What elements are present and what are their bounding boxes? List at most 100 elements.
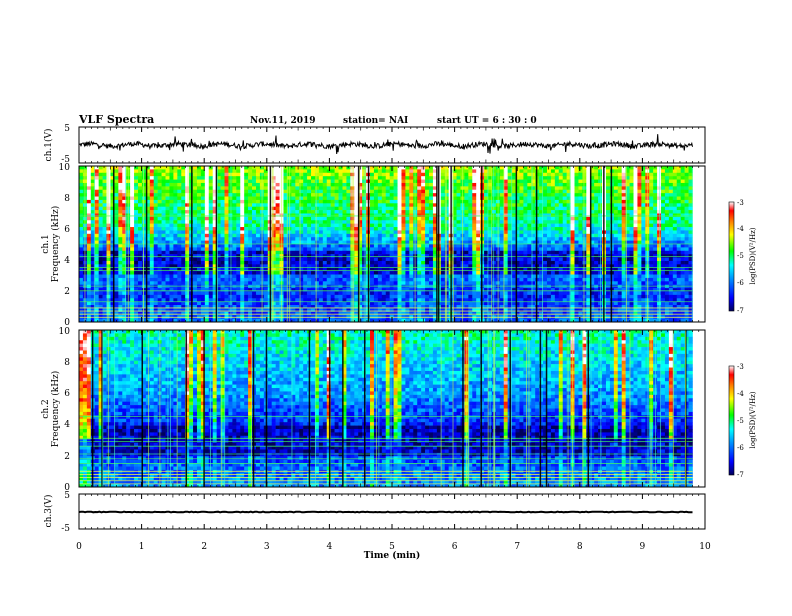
- spectrogram-cell: [571, 227, 575, 231]
- spectrogram-cell: [594, 244, 598, 248]
- spectrogram-cell: [228, 210, 232, 214]
- spectrogram-cell: [398, 247, 402, 251]
- spectrogram-cell: [464, 180, 468, 184]
- spectrogram-cell: [154, 169, 158, 173]
- spectrogram-cell: [457, 180, 461, 184]
- spectrogram-cell: [252, 197, 256, 201]
- spectrogram-cell: [307, 224, 311, 228]
- spectrogram-cell: [394, 173, 398, 177]
- spectrogram-cell: [563, 203, 567, 207]
- spectrogram-cell: [500, 258, 504, 262]
- spectrogram-cell: [173, 207, 177, 211]
- spectrogram-cell: [500, 220, 504, 224]
- spectrogram-cell: [232, 203, 236, 207]
- spectrogram-cell: [99, 224, 103, 228]
- spectrogram-cell: [578, 207, 582, 211]
- spectrogram-cell: [311, 251, 315, 255]
- spectrogram-cell: [225, 197, 229, 201]
- spectrogram-cell: [582, 227, 586, 231]
- spectrogram-cell: [138, 224, 142, 228]
- spectrogram-cell: [641, 217, 645, 221]
- spectrogram-cell: [181, 217, 185, 221]
- spectrogram-cell: [240, 261, 244, 265]
- spectrogram-cell: [555, 173, 559, 177]
- spectrogram-cell: [421, 213, 425, 217]
- spectrogram-cell: [386, 169, 390, 173]
- spectrogram-cell: [673, 169, 677, 173]
- spectrogram-cell: [641, 176, 645, 180]
- spectrogram-cell: [311, 217, 315, 221]
- spectrogram-cell: [429, 244, 433, 248]
- spectrogram-cell: [177, 213, 181, 217]
- spectrogram-cell: [523, 251, 527, 255]
- spectrogram-cell: [614, 244, 618, 248]
- spectrogram-cell: [331, 234, 335, 238]
- spectrogram-cell: [197, 251, 201, 255]
- spectrogram-cell: [295, 180, 299, 184]
- spectrogram-cell: [421, 227, 425, 231]
- spectrogram-cell: [669, 190, 673, 194]
- spectrogram-cell: [398, 173, 402, 177]
- spectrogram-cell: [386, 200, 390, 204]
- spectrogram-cell: [468, 180, 472, 184]
- spectrogram-cell: [134, 180, 138, 184]
- spectrogram-cell: [323, 176, 327, 180]
- spectrogram-cell: [87, 254, 91, 258]
- spectrogram-cell: [150, 180, 154, 184]
- spectrogram-cell: [99, 261, 103, 265]
- spectrogram-cell: [236, 186, 240, 190]
- spectrogram-cell: [386, 180, 390, 184]
- spectrogram-cell: [291, 169, 295, 173]
- spectrogram-cell: [578, 176, 582, 180]
- spectrogram-cell: [681, 261, 685, 265]
- spectrogram-cell: [653, 234, 657, 238]
- spectrogram-cell: [240, 183, 244, 187]
- spectrogram-cell: [177, 190, 181, 194]
- spectrogram-cell: [166, 251, 170, 255]
- spectrogram-cell: [555, 203, 559, 207]
- spectrogram-cell: [335, 166, 339, 170]
- spectrogram-cell: [303, 224, 307, 228]
- spectrogram-cell: [630, 190, 634, 194]
- spectrogram-cell: [429, 190, 433, 194]
- spectrogram-cell: [354, 203, 358, 207]
- spectrogram-cell: [295, 247, 299, 251]
- spectrogram-cell: [677, 180, 681, 184]
- spectrogram-cell: [248, 254, 252, 258]
- spectrogram-cell: [209, 230, 213, 234]
- spectrogram-cell: [158, 197, 162, 201]
- spectrogram-cell: [87, 227, 91, 231]
- spectrogram-cell: [303, 220, 307, 224]
- spectrogram-cell: [673, 186, 677, 190]
- spectrogram-cell: [228, 197, 232, 201]
- spectrogram-cell: [248, 173, 252, 177]
- spectrogram-cell: [598, 200, 602, 204]
- spectrogram-cell: [193, 193, 197, 197]
- spectrogram-cell: [594, 193, 598, 197]
- spectrogram-cell: [327, 230, 331, 234]
- spectrogram-cell: [374, 197, 378, 201]
- spectrogram-cell: [240, 190, 244, 194]
- spectrogram-cell: [169, 190, 173, 194]
- spectrogram-cell: [661, 234, 665, 238]
- spectrogram-cell: [169, 224, 173, 228]
- spectrogram-cell: [555, 237, 559, 241]
- spectrogram-cell: [429, 230, 433, 234]
- spectrogram-cell: [95, 190, 99, 194]
- spectrogram-cell: [390, 193, 394, 197]
- spectrogram-cell: [95, 244, 99, 248]
- spectrogram-cell: [236, 169, 240, 173]
- spectrogram-cell: [378, 193, 382, 197]
- spectrogram-cell: [394, 176, 398, 180]
- spectrogram-cell: [193, 203, 197, 207]
- spectrogram-cell: [559, 183, 563, 187]
- spectrogram-cell: [370, 180, 374, 184]
- spectrogram-cell: [303, 207, 307, 211]
- spectrogram-cell: [236, 227, 240, 231]
- spectrogram-cell: [335, 176, 339, 180]
- spectrogram-cell: [225, 217, 229, 221]
- spectrogram-cell: [547, 244, 551, 248]
- spectrogram-cell: [457, 207, 461, 211]
- spectrogram-cell: [335, 234, 339, 238]
- spectrogram-cell: [181, 220, 185, 224]
